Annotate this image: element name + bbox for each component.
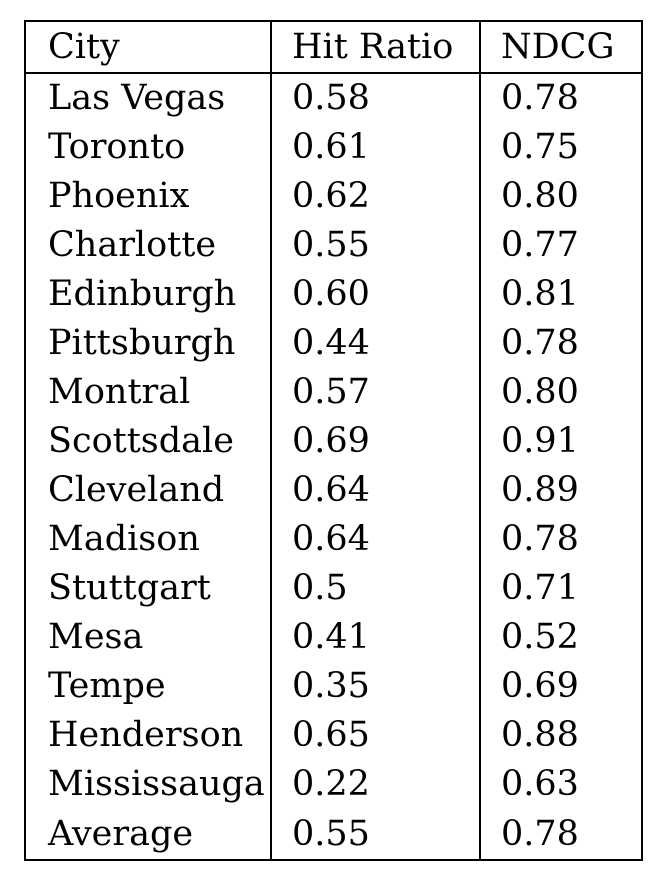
cell-city: Cleveland — [24, 466, 272, 515]
table-row: Stuttgart 0.5 0.71 — [24, 564, 643, 613]
cell-city: Madison — [24, 515, 272, 564]
cell-city: Las Vegas — [24, 73, 272, 123]
cell-hit-ratio: 0.64 — [270, 515, 481, 564]
cell-hit-ratio: 0.69 — [270, 417, 481, 466]
cell-ndcg: 0.69 — [479, 662, 643, 711]
table-row: Montral 0.57 0.80 — [24, 368, 643, 417]
cell-hit-ratio: 0.35 — [270, 662, 481, 711]
header-hit-ratio: Hit Ratio — [270, 20, 481, 74]
cell-city: Phoenix — [24, 172, 272, 221]
table-row: Phoenix 0.62 0.80 — [24, 172, 643, 221]
cell-ndcg: 0.78 — [479, 809, 643, 861]
cell-ndcg: 0.80 — [479, 368, 643, 417]
cell-city: Henderson — [24, 711, 272, 760]
cell-city: Edinburgh — [24, 270, 272, 319]
table-row: Tempe 0.35 0.69 — [24, 662, 643, 711]
cell-city: Pittsburgh — [24, 319, 272, 368]
cell-city: Montral — [24, 368, 272, 417]
cell-hit-ratio: 0.22 — [270, 760, 481, 809]
table-row: Scottsdale 0.69 0.91 — [24, 417, 643, 466]
cell-hit-ratio: 0.64 — [270, 466, 481, 515]
table-row: Mesa 0.41 0.52 — [24, 613, 643, 662]
table-row: Charlotte 0.55 0.77 — [24, 221, 643, 270]
cell-city: Average — [24, 809, 272, 861]
cell-ndcg: 0.81 — [479, 270, 643, 319]
header-ndcg: NDCG — [479, 20, 643, 74]
results-table-container: City Hit Ratio NDCG Las Vegas 0.58 0.78 … — [24, 20, 643, 862]
table-row: Mississauga 0.22 0.63 — [24, 760, 643, 809]
table-body: Las Vegas 0.58 0.78 Toronto 0.61 0.75 Ph… — [24, 73, 643, 861]
cell-hit-ratio: 0.41 — [270, 613, 481, 662]
cell-city: Charlotte — [24, 221, 272, 270]
table-row: Las Vegas 0.58 0.78 — [24, 73, 643, 123]
cell-ndcg: 0.71 — [479, 564, 643, 613]
cell-hit-ratio: 0.55 — [270, 221, 481, 270]
cell-hit-ratio: 0.60 — [270, 270, 481, 319]
table-header: City Hit Ratio NDCG — [24, 20, 643, 74]
cell-city: Toronto — [24, 123, 272, 172]
cell-ndcg: 0.78 — [479, 515, 643, 564]
table-row: Cleveland 0.64 0.89 — [24, 466, 643, 515]
cell-hit-ratio: 0.61 — [270, 123, 481, 172]
header-city: City — [24, 20, 272, 74]
cell-city: Mesa — [24, 613, 272, 662]
cell-ndcg: 0.63 — [479, 760, 643, 809]
cell-city: Scottsdale — [24, 417, 272, 466]
cell-ndcg: 0.77 — [479, 221, 643, 270]
header-row: City Hit Ratio NDCG — [24, 20, 643, 74]
cell-ndcg: 0.89 — [479, 466, 643, 515]
cell-city: Tempe — [24, 662, 272, 711]
table-row: Pittsburgh 0.44 0.78 — [24, 319, 643, 368]
cell-hit-ratio: 0.58 — [270, 73, 481, 123]
cell-ndcg: 0.88 — [479, 711, 643, 760]
cell-hit-ratio: 0.65 — [270, 711, 481, 760]
table-row: Madison 0.64 0.78 — [24, 515, 643, 564]
cell-hit-ratio: 0.5 — [270, 564, 481, 613]
table-row: Edinburgh 0.60 0.81 — [24, 270, 643, 319]
cell-ndcg: 0.91 — [479, 417, 643, 466]
cell-ndcg: 0.78 — [479, 73, 643, 123]
cell-city: Stuttgart — [24, 564, 272, 613]
cell-ndcg: 0.80 — [479, 172, 643, 221]
cell-hit-ratio: 0.55 — [270, 809, 481, 861]
cell-hit-ratio: 0.62 — [270, 172, 481, 221]
table-row: Toronto 0.61 0.75 — [24, 123, 643, 172]
cell-hit-ratio: 0.57 — [270, 368, 481, 417]
table-row-average: Average 0.55 0.78 — [24, 809, 643, 861]
cell-hit-ratio: 0.44 — [270, 319, 481, 368]
cell-city: Mississauga — [24, 760, 272, 809]
city-results-table: City Hit Ratio NDCG Las Vegas 0.58 0.78 … — [24, 20, 643, 861]
cell-ndcg: 0.75 — [479, 123, 643, 172]
table-row: Henderson 0.65 0.88 — [24, 711, 643, 760]
cell-ndcg: 0.78 — [479, 319, 643, 368]
cell-ndcg: 0.52 — [479, 613, 643, 662]
